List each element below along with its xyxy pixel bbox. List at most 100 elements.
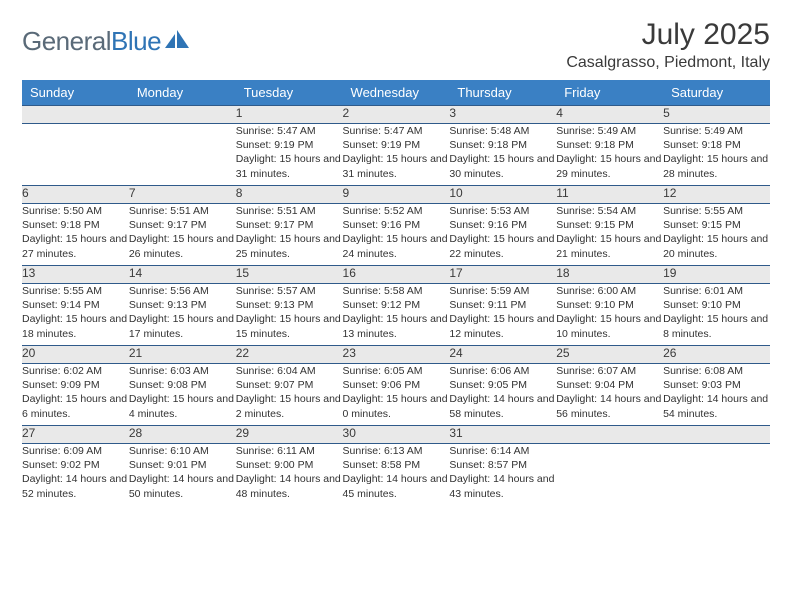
day-content-cell: Sunrise: 5:55 AMSunset: 9:14 PMDaylight:… (22, 284, 129, 346)
day-content-row: Sunrise: 5:50 AMSunset: 9:18 PMDaylight:… (22, 204, 770, 266)
daylight-line: Daylight: 15 hours and 27 minutes. (22, 232, 129, 260)
sunset-line: Sunset: 9:10 PM (556, 298, 663, 312)
daylight-line: Daylight: 14 hours and 43 minutes. (449, 472, 556, 500)
day-number-cell: 21 (129, 346, 236, 364)
sunrise-line: Sunrise: 6:14 AM (449, 444, 556, 458)
daylight-line: Daylight: 15 hours and 29 minutes. (556, 152, 663, 180)
sunrise-line: Sunrise: 5:47 AM (343, 124, 450, 138)
day-content-cell: Sunrise: 5:47 AMSunset: 9:19 PMDaylight:… (343, 124, 450, 186)
sunrise-line: Sunrise: 5:51 AM (236, 204, 343, 218)
day-number-cell: 28 (129, 426, 236, 444)
sunset-line: Sunset: 9:18 PM (22, 218, 129, 232)
day-number-cell: 11 (556, 186, 663, 204)
sunset-line: Sunset: 9:03 PM (663, 378, 770, 392)
brand-part2: Blue (111, 26, 161, 56)
day-number-row: 13141516171819 (22, 266, 770, 284)
day-number-cell (663, 426, 770, 444)
day-content-cell (663, 444, 770, 506)
day-number-cell: 19 (663, 266, 770, 284)
weekday-header: Tuesday (236, 80, 343, 106)
sunset-line: Sunset: 8:57 PM (449, 458, 556, 472)
day-number-cell: 24 (449, 346, 556, 364)
day-number-cell: 18 (556, 266, 663, 284)
sunrise-line: Sunrise: 6:06 AM (449, 364, 556, 378)
daylight-line: Daylight: 15 hours and 0 minutes. (343, 392, 450, 420)
day-content-cell: Sunrise: 6:07 AMSunset: 9:04 PMDaylight:… (556, 364, 663, 426)
daylight-line: Daylight: 15 hours and 6 minutes. (22, 392, 129, 420)
day-content-cell: Sunrise: 5:56 AMSunset: 9:13 PMDaylight:… (129, 284, 236, 346)
sunrise-line: Sunrise: 5:59 AM (449, 284, 556, 298)
day-content-cell: Sunrise: 6:14 AMSunset: 8:57 PMDaylight:… (449, 444, 556, 506)
daylight-line: Daylight: 15 hours and 20 minutes. (663, 232, 770, 260)
daylight-line: Daylight: 15 hours and 28 minutes. (663, 152, 770, 180)
day-number-cell: 29 (236, 426, 343, 444)
day-number-cell: 27 (22, 426, 129, 444)
daylight-line: Daylight: 14 hours and 45 minutes. (343, 472, 450, 500)
sunrise-line: Sunrise: 5:51 AM (129, 204, 236, 218)
sunrise-line: Sunrise: 5:58 AM (343, 284, 450, 298)
day-number-cell: 23 (343, 346, 450, 364)
sunrise-line: Sunrise: 5:57 AM (236, 284, 343, 298)
brand-text: GeneralBlue (22, 26, 161, 57)
sunset-line: Sunset: 9:12 PM (343, 298, 450, 312)
sunset-line: Sunset: 9:18 PM (449, 138, 556, 152)
sunset-line: Sunset: 9:15 PM (663, 218, 770, 232)
sunset-line: Sunset: 9:04 PM (556, 378, 663, 392)
day-number-cell: 22 (236, 346, 343, 364)
sunrise-line: Sunrise: 6:05 AM (343, 364, 450, 378)
sunset-line: Sunset: 9:02 PM (22, 458, 129, 472)
sunrise-line: Sunrise: 5:50 AM (22, 204, 129, 218)
day-number-row: 20212223242526 (22, 346, 770, 364)
month-title: July 2025 (566, 18, 770, 52)
sunrise-line: Sunrise: 6:11 AM (236, 444, 343, 458)
daylight-line: Daylight: 14 hours and 56 minutes. (556, 392, 663, 420)
daylight-line: Daylight: 14 hours and 50 minutes. (129, 472, 236, 500)
day-content-cell: Sunrise: 5:54 AMSunset: 9:15 PMDaylight:… (556, 204, 663, 266)
sunrise-line: Sunrise: 6:02 AM (22, 364, 129, 378)
sunset-line: Sunset: 9:18 PM (663, 138, 770, 152)
sunset-line: Sunset: 9:13 PM (236, 298, 343, 312)
sunrise-line: Sunrise: 5:55 AM (22, 284, 129, 298)
sunrise-line: Sunrise: 5:49 AM (556, 124, 663, 138)
day-content-row: Sunrise: 5:47 AMSunset: 9:19 PM Daylight:… (22, 124, 770, 186)
daylight-line: Daylight: 15 hours and 25 minutes. (236, 232, 343, 260)
brand-part1: General (22, 26, 111, 56)
sunrise-line: Sunrise: 6:09 AM (22, 444, 129, 458)
day-content-cell: Sunrise: 6:05 AMSunset: 9:06 PMDaylight:… (343, 364, 450, 426)
day-content-cell: Sunrise: 5:59 AMSunset: 9:11 PMDaylight:… (449, 284, 556, 346)
sunrise-line: Sunrise: 6:03 AM (129, 364, 236, 378)
daylight-line: Daylight: 15 hours and 22 minutes. (449, 232, 556, 260)
sunset-line: Sunset: 9:19 PM (236, 138, 343, 152)
day-number-cell: 30 (343, 426, 450, 444)
brand-logo: GeneralBlue (22, 26, 191, 57)
daylight-line: Daylight: 15 hours and 24 minutes. (343, 232, 450, 260)
day-content-row: Sunrise: 6:09 AMSunset: 9:02 PMDaylight:… (22, 444, 770, 506)
daylight-line: Daylight: 14 hours and 52 minutes. (22, 472, 129, 500)
sunset-line: Sunset: 9:15 PM (556, 218, 663, 232)
daylight-line: Daylight: 15 hours and 17 minutes. (129, 312, 236, 340)
day-number-cell: 12 (663, 186, 770, 204)
day-number-cell: 6 (22, 186, 129, 204)
daylight-line: Daylight: 15 hours and 12 minutes. (449, 312, 556, 340)
day-number-cell: 2 (343, 106, 450, 124)
daylight-line: Daylight: 15 hours and 15 minutes. (236, 312, 343, 340)
day-content-cell: Sunrise: 6:13 AMSunset: 8:58 PMDaylight:… (343, 444, 450, 506)
sunset-line: Sunset: 9:11 PM (449, 298, 556, 312)
daylight-line: Daylight: 15 hours and 30 minutes. (449, 152, 556, 180)
day-number-cell: 16 (343, 266, 450, 284)
day-number-row: 12345 (22, 106, 770, 124)
sunrise-line: Sunrise: 5:48 AM (449, 124, 556, 138)
day-content-cell: Sunrise: 5:55 AMSunset: 9:15 PMDaylight:… (663, 204, 770, 266)
day-number-cell (22, 106, 129, 124)
sunrise-line: Sunrise: 6:08 AM (663, 364, 770, 378)
day-content-cell (556, 444, 663, 506)
day-content-cell: Sunrise: 5:49 AMSunset: 9:18 PMDaylight:… (663, 124, 770, 186)
day-number-cell (129, 106, 236, 124)
day-content-cell: Sunrise: 6:04 AMSunset: 9:07 PMDaylight:… (236, 364, 343, 426)
day-content-cell: Sunrise: 5:51 AMSunset: 9:17 PMDaylight:… (236, 204, 343, 266)
day-number-row: 6789101112 (22, 186, 770, 204)
sunset-line: Sunset: 8:58 PM (343, 458, 450, 472)
sunset-line: Sunset: 9:16 PM (343, 218, 450, 232)
daylight-line: Daylight: 15 hours and 13 minutes. (343, 312, 450, 340)
day-content-cell: Sunrise: 5:53 AMSunset: 9:16 PMDaylight:… (449, 204, 556, 266)
